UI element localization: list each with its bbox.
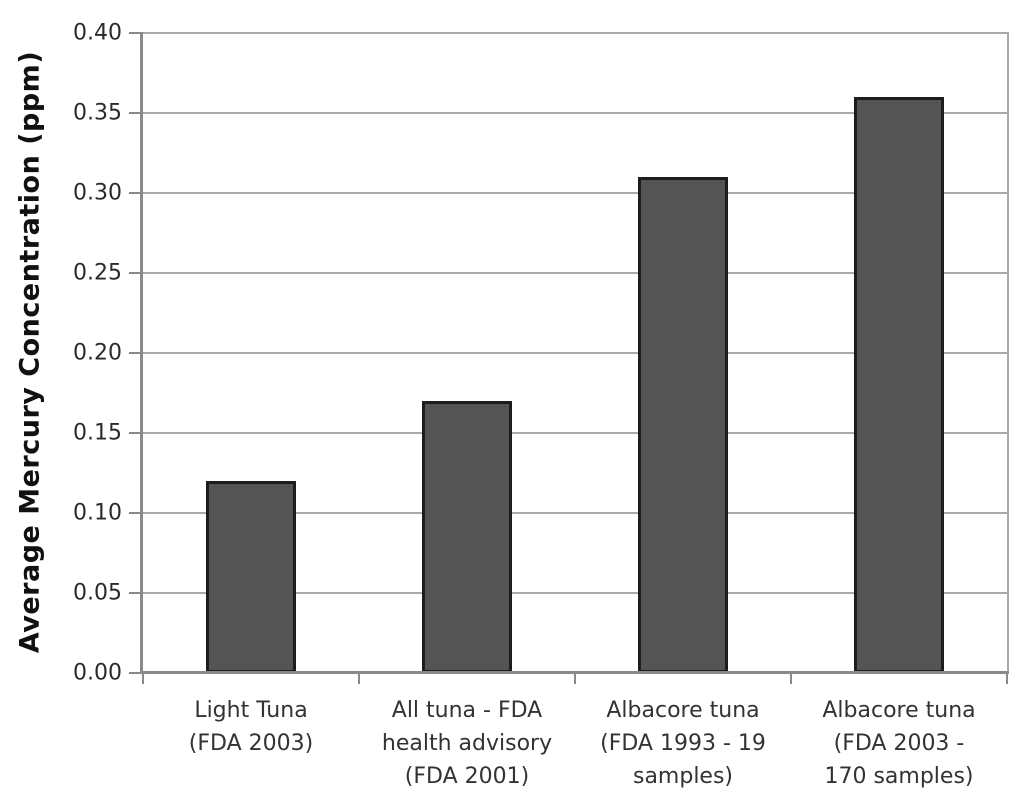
x-category-label-line: health advisory — [381, 731, 553, 756]
y-tick-mark-0.30 — [129, 192, 141, 194]
x-category-label-line: (FDA 2003 - — [833, 731, 965, 756]
x-category-label-2: All tuna - FDA health advisory (FDA 2001) — [359, 694, 575, 793]
x-category-label-3: Albacore tuna (FDA 1993 - 19 samples) — [575, 694, 791, 793]
x-tick-mark-3 — [790, 674, 792, 684]
y-tick-label-0.10: 0.10 — [73, 500, 122, 526]
x-category-label-line: 170 samples) — [824, 764, 974, 789]
gridline-0.05 — [143, 592, 1007, 594]
x-tick-mark-2 — [574, 674, 576, 684]
x-tick-mark-1 — [358, 674, 360, 684]
y-tick-label-0.40: 0.40 — [73, 20, 122, 46]
y-tick-mark-0.10 — [129, 512, 141, 514]
y-tick-mark-0.20 — [129, 352, 141, 354]
gridline-0.15 — [143, 432, 1007, 434]
plot-border-top — [143, 32, 1009, 34]
y-tick-mark-0.05 — [129, 592, 141, 594]
y-tick-label-0.30: 0.30 — [73, 180, 122, 206]
y-tick-label-0.15: 0.15 — [73, 420, 122, 446]
x-category-label-line: All tuna - FDA — [391, 698, 543, 723]
y-tick-mark-0.00 — [129, 672, 141, 674]
x-axis-line — [140, 671, 1009, 674]
x-category-label-4: Albacore tuna (FDA 2003 - 170 samples) — [791, 694, 1007, 793]
gridline-0.30 — [143, 192, 1007, 194]
gridline-0.35 — [143, 112, 1007, 114]
y-tick-label-0.05: 0.05 — [73, 580, 122, 606]
x-category-label-line: Light Tuna — [194, 698, 308, 723]
y-tick-label-0.35: 0.35 — [73, 100, 122, 126]
x-category-label-line: samples) — [632, 764, 734, 789]
bar-2 — [422, 401, 512, 673]
y-tick-label-0.00: 0.00 — [73, 660, 122, 686]
gridline-0.10 — [143, 512, 1007, 514]
x-category-label-line: (FDA 2001) — [404, 764, 530, 789]
y-tick-mark-0.40 — [129, 32, 141, 34]
bar-3 — [638, 177, 728, 673]
gridline-0.20 — [143, 352, 1007, 354]
y-tick-mark-0.25 — [129, 272, 141, 274]
bar-1 — [206, 481, 296, 673]
x-category-label-line: Albacore tuna — [822, 698, 976, 723]
x-tick-mark-0 — [142, 674, 144, 684]
y-tick-label-0.20: 0.20 — [73, 340, 122, 366]
gridline-0.25 — [143, 272, 1007, 274]
bar-4 — [854, 97, 944, 673]
x-category-label-line: (FDA 2003) — [188, 731, 314, 756]
y-tick-mark-0.35 — [129, 112, 141, 114]
x-category-label-line: Albacore tuna — [606, 698, 760, 723]
y-axis-line — [140, 32, 143, 674]
plot-border-right — [1007, 32, 1009, 674]
x-category-label-1: Light Tuna (FDA 2003) — [143, 694, 359, 760]
y-tick-label-0.25: 0.25 — [73, 260, 122, 286]
x-tick-mark-4 — [1006, 674, 1008, 684]
x-category-label-line: (FDA 1993 - 19 — [600, 731, 766, 756]
y-tick-mark-0.15 — [129, 432, 141, 434]
plot-area — [143, 33, 1007, 673]
